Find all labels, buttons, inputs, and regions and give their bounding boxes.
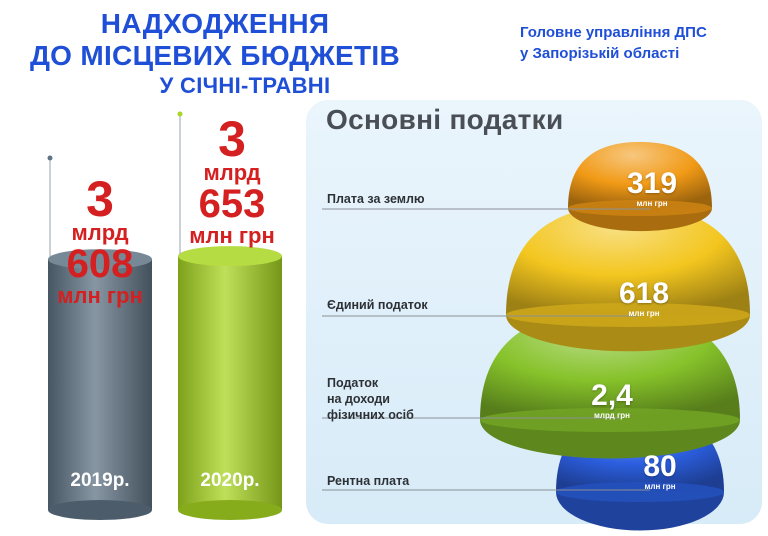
tax-label-pit-line-1: Податок <box>327 376 379 390</box>
bar-2020-label: 2020р. <box>200 470 259 491</box>
total-2020-millions: 653 <box>198 182 266 226</box>
tax-value-single-number: 618 <box>618 277 670 310</box>
tax-label-pit-line-3: фізичних осіб <box>327 408 414 422</box>
total-2019: 3 млрд 608 млн грн <box>40 171 160 308</box>
total-2020-millions-unit: млн грн <box>189 223 275 248</box>
tax-layer-land <box>568 142 712 232</box>
tax-value-land-unit: млн грн <box>636 199 668 208</box>
bar-2019-label: 2019р. <box>70 470 129 491</box>
tax-value-single-unit: млн грн <box>628 309 660 318</box>
taxes-title: Основні податки <box>326 104 564 135</box>
tax-value-land: 319 млн грн <box>614 169 690 208</box>
bar-2020 <box>178 246 282 520</box>
tax-value-rent-unit: млн грн <box>644 482 676 491</box>
agency-name: Головне управління ДПС у Запорізькій обл… <box>520 22 707 64</box>
tax-value-land-number: 319 <box>626 167 678 200</box>
tax-label-single: Єдиний податок <box>327 298 428 312</box>
title-line-2: ДО МІСЦЕВИХ БЮДЖЕТІВ <box>29 40 401 71</box>
tax-value-rent-number: 80 <box>643 450 677 483</box>
tax-label-pit: Податок на доходи фізичних осіб <box>327 375 414 423</box>
total-2020-billions: 3 <box>218 111 246 167</box>
tax-value-pit-number: 2,4 <box>591 379 633 412</box>
bar-2019 <box>48 249 152 520</box>
page-title: НАДХОДЖЕННЯ ДО МІСЦЕВИХ БЮДЖЕТІВ У СІЧНІ… <box>20 8 410 100</box>
total-2019-millions-unit: млн грн <box>57 283 143 308</box>
tax-value-pit: 2,4 млрд грн <box>574 381 650 420</box>
bar-2020-pointer <box>177 111 183 255</box>
total-2019-millions: 608 <box>66 242 134 286</box>
tax-label-land: Плата за землю <box>327 192 425 206</box>
total-2019-billions: 3 <box>86 171 114 227</box>
total-2019-billions-unit: млрд <box>71 220 129 245</box>
bar-2019-pointer <box>47 155 53 258</box>
tax-value-pit-unit: млрд грн <box>593 411 631 420</box>
agency-line-1: Головне управління ДПС <box>520 24 707 41</box>
title-line-1: НАДХОДЖЕННЯ <box>100 8 330 39</box>
tax-value-rent: 80 млн грн <box>622 452 698 491</box>
tax-layer-single <box>506 205 750 352</box>
tax-label-pit-line-2: на доходи <box>327 392 390 406</box>
tax-label-rent: Рентна плата <box>327 474 410 488</box>
total-2020: 3 млрд 653 млн грн <box>172 111 292 248</box>
total-2020-billions-unit: млрд <box>203 160 261 185</box>
title-line-3: У СІЧНІ-ТРАВНІ <box>159 73 331 98</box>
agency-line-2: у Запорізькій області <box>520 45 680 62</box>
tax-value-single: 618 млн грн <box>606 279 682 318</box>
